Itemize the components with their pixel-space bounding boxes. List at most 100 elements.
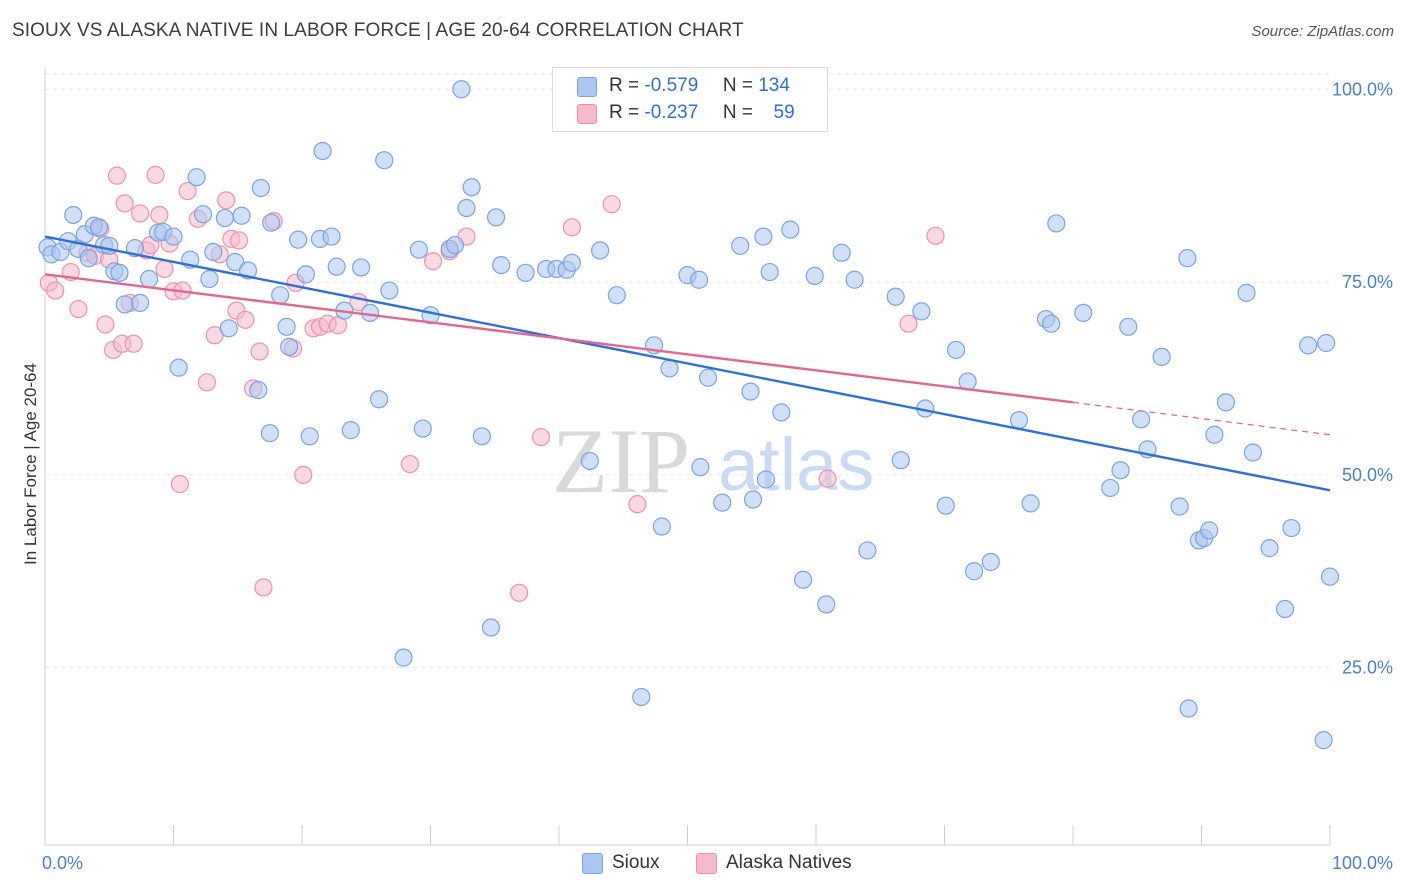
alaska-natives-point bbox=[69, 299, 88, 319]
sioux-point bbox=[591, 241, 610, 260]
source-label: Source: ZipAtlas.com bbox=[1251, 23, 1394, 40]
sioux-point bbox=[713, 493, 732, 512]
sioux-point bbox=[781, 220, 800, 239]
sioux-point bbox=[164, 227, 183, 246]
alaska-natives-point bbox=[236, 310, 255, 329]
y-tick-label: 75.0% bbox=[1342, 272, 1393, 292]
sioux-point bbox=[607, 286, 626, 305]
legend-n-label: N = bbox=[722, 102, 753, 123]
sioux-point bbox=[260, 424, 279, 443]
alaska-natives-point bbox=[170, 475, 190, 494]
sioux-point bbox=[64, 205, 83, 225]
sioux-point bbox=[1205, 425, 1224, 444]
sioux-point bbox=[845, 270, 864, 289]
sioux-point bbox=[731, 236, 750, 255]
watermark-atlas: atlas bbox=[718, 423, 874, 506]
sioux-point bbox=[1047, 214, 1066, 233]
sioux-point bbox=[249, 380, 268, 400]
alaska-natives-point bbox=[178, 181, 197, 201]
sioux-point bbox=[262, 213, 281, 232]
sioux-point bbox=[756, 470, 775, 489]
alaska-natives-trend-line bbox=[44, 273, 1074, 404]
sioux-point bbox=[481, 618, 500, 637]
sioux-point bbox=[1179, 699, 1198, 718]
legend-swatch-alaska-natives bbox=[577, 104, 597, 124]
sioux-point bbox=[886, 287, 905, 306]
alaska-natives-point bbox=[130, 204, 150, 223]
sioux-point bbox=[115, 295, 134, 314]
alaska-natives-point bbox=[146, 165, 165, 184]
alaska-natives-point bbox=[926, 226, 945, 245]
sioux-point bbox=[200, 269, 219, 289]
sioux-point bbox=[1314, 731, 1333, 750]
alaska-natives-point bbox=[124, 334, 143, 353]
alaska-natives-point bbox=[46, 281, 65, 300]
sioux-point bbox=[1042, 314, 1061, 333]
sioux-point bbox=[486, 208, 506, 227]
sioux-point bbox=[1282, 518, 1301, 538]
sioux-point bbox=[832, 243, 851, 262]
sioux-point bbox=[772, 403, 791, 422]
sioux-point bbox=[964, 562, 984, 581]
sioux-point bbox=[322, 227, 341, 246]
x-tick-label: 100.0% bbox=[1332, 853, 1393, 873]
alaska-natives-point bbox=[254, 578, 273, 597]
sioux-point bbox=[1216, 393, 1236, 412]
sioux-point bbox=[313, 141, 332, 161]
sioux-point bbox=[1299, 336, 1318, 355]
trend-lines bbox=[44, 235, 1331, 492]
sioux-point bbox=[1260, 539, 1279, 558]
watermark: ZIP atlas bbox=[552, 410, 874, 512]
sioux-point bbox=[193, 205, 213, 224]
sioux-point bbox=[472, 427, 491, 446]
sioux-point bbox=[858, 541, 877, 560]
sioux-point bbox=[981, 552, 1000, 572]
sioux-point bbox=[204, 242, 223, 262]
y-axis-label: In Labor Force | Age 20-64 bbox=[21, 363, 40, 565]
stats-legend: R = -0.579 N = 134 R = -0.237 N = 59 bbox=[552, 67, 828, 132]
sioux-point bbox=[1237, 283, 1256, 302]
sioux-point bbox=[805, 266, 824, 285]
alaska-natives-point bbox=[899, 314, 918, 333]
alaska-natives-point bbox=[602, 195, 621, 214]
legend-n-value: 59 bbox=[773, 102, 795, 123]
sioux-point bbox=[1178, 249, 1197, 268]
y-tick-label: 100.0% bbox=[1332, 79, 1393, 99]
alaska-natives-trend-extension bbox=[1072, 401, 1331, 436]
alaska-natives-point bbox=[294, 465, 313, 484]
sioux-points bbox=[38, 80, 1340, 750]
sioux-point bbox=[187, 168, 206, 187]
sioux-point bbox=[341, 421, 360, 440]
sioux-point bbox=[1243, 443, 1263, 462]
sioux-point bbox=[280, 337, 299, 356]
sioux-point bbox=[817, 595, 836, 614]
sioux-point bbox=[219, 319, 238, 338]
y-tick-label: 25.0% bbox=[1342, 658, 1393, 678]
sioux-point bbox=[251, 178, 270, 198]
sioux-point bbox=[169, 358, 188, 377]
alaska-natives-point bbox=[115, 194, 134, 213]
sioux-point bbox=[936, 496, 955, 515]
sioux-point bbox=[289, 230, 308, 249]
alaska-natives-point bbox=[818, 469, 837, 488]
alaska-natives-point bbox=[423, 252, 443, 271]
legend-r-label: R = bbox=[609, 75, 640, 96]
sioux-point bbox=[1275, 599, 1295, 619]
sioux-point bbox=[226, 252, 245, 272]
sioux-point bbox=[130, 293, 150, 312]
sioux-point bbox=[741, 382, 760, 401]
sioux-point bbox=[457, 198, 476, 218]
sioux-point bbox=[100, 236, 119, 255]
sioux-point bbox=[632, 687, 651, 707]
legend-n-label: N = bbox=[722, 75, 753, 96]
sioux-point bbox=[300, 427, 319, 446]
sioux-point bbox=[1317, 333, 1336, 353]
sioux-point bbox=[394, 648, 413, 667]
sioux-point bbox=[754, 227, 773, 246]
sioux-point bbox=[452, 80, 471, 99]
sioux-point bbox=[1021, 494, 1040, 513]
sioux-point bbox=[110, 263, 129, 282]
bottom-legend-label-sioux: Sioux bbox=[612, 852, 660, 873]
sioux-point bbox=[1111, 461, 1130, 480]
sioux-point bbox=[445, 235, 465, 255]
